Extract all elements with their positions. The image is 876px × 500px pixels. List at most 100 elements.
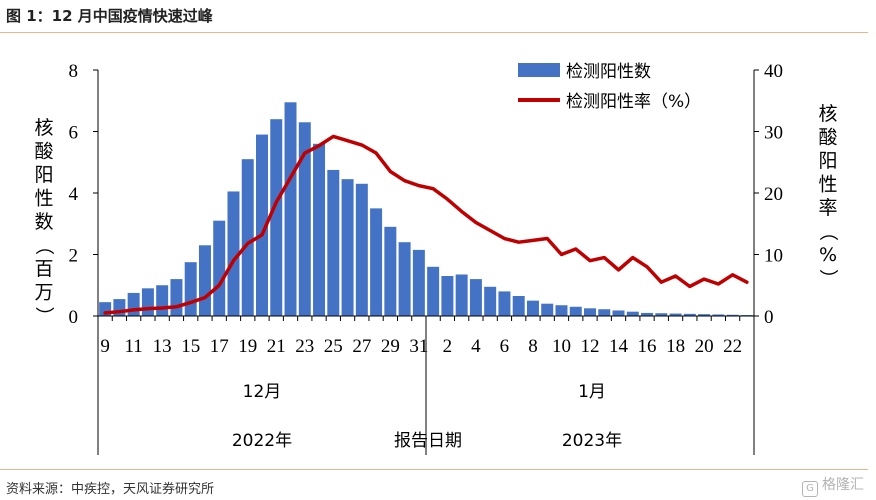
bar-23: [412, 249, 425, 316]
x-tick-label: 27: [352, 336, 371, 357]
x-tick-label: 4: [471, 336, 481, 357]
bar-20: [370, 208, 383, 317]
bar-31: [526, 300, 539, 317]
svg-text:阳: 阳: [34, 164, 53, 186]
bar-41: [669, 313, 682, 316]
x-tick-label: 20: [695, 336, 714, 357]
bar-28: [484, 286, 497, 316]
bar-9: [213, 220, 226, 316]
bar-39: [641, 312, 654, 316]
bar-38: [626, 311, 639, 316]
x-tick-label: 31: [409, 336, 428, 357]
figure-title: 图 1：12 月中国疫情快速过峰: [6, 7, 213, 25]
svg-text:（: （: [33, 236, 55, 255]
bar-32: [541, 303, 554, 316]
bar-33: [555, 305, 568, 316]
bar-42: [683, 313, 696, 316]
x-tick-label: 8: [528, 336, 538, 357]
bar-16: [313, 143, 326, 316]
right-y-tick-label: 40: [764, 61, 783, 82]
x-tick-label: 10: [552, 336, 571, 357]
bar-26: [455, 274, 468, 316]
svg-text:酸: 酸: [34, 141, 53, 163]
x-axis-label: 报告日期: [394, 431, 462, 451]
x-tick-label: 2: [443, 336, 453, 357]
x-tick-label: 23: [295, 336, 314, 357]
x-tick-label: 17: [210, 336, 229, 357]
x-tick-label: 21: [267, 336, 286, 357]
top-rule: [0, 32, 868, 33]
left-y-tick-label: 2: [69, 246, 79, 267]
year-label-2023: 2023年: [562, 431, 622, 451]
legend: 检测阳性数 检测阳性率（%）: [518, 62, 701, 112]
bar-29: [498, 291, 511, 316]
svg-text:（: （: [817, 222, 839, 241]
x-tick-label: 19: [238, 336, 257, 357]
legend-line-label: 检测阳性率（%）: [566, 92, 701, 112]
bottom-rule: [0, 469, 868, 470]
svg-text:阳: 阳: [818, 150, 837, 172]
bar-18: [341, 179, 354, 316]
bar-35: [584, 308, 596, 316]
watermark-text: 格隆汇: [822, 477, 864, 493]
left-y-tick-label: 0: [69, 307, 79, 328]
x-tick-label: 15: [181, 336, 200, 357]
right-y-tick-label: 20: [764, 184, 783, 205]
x-tick-label: 13: [153, 336, 172, 357]
bar-2: [113, 299, 126, 316]
bar-3: [127, 292, 140, 316]
bar-37: [612, 310, 625, 316]
bar-4: [141, 288, 154, 316]
svg-text:率: 率: [818, 197, 837, 219]
svg-text:核: 核: [34, 117, 53, 139]
year-label-2022: 2022年: [232, 431, 292, 451]
svg-text:）: ）: [33, 306, 55, 325]
bar-43: [698, 314, 711, 316]
svg-text:核: 核: [818, 103, 837, 125]
bar-13: [270, 119, 283, 316]
legend-bar-swatch: [518, 63, 560, 77]
left-y-tick-label: 4: [69, 184, 79, 205]
x-tick-label: 6: [500, 336, 510, 357]
bar-22: [398, 242, 411, 316]
bar-1: [99, 302, 112, 316]
watermark-logo-icon: G: [802, 481, 818, 497]
svg-text:性: 性: [34, 188, 53, 210]
bar-36: [598, 309, 611, 316]
right-y-tick-label: 0: [764, 307, 774, 328]
right-y-tick-label: 30: [764, 123, 783, 144]
bar-27: [469, 279, 482, 316]
bar-11: [241, 159, 254, 316]
left-y-tick-label: 8: [69, 61, 79, 82]
bar-12: [256, 134, 268, 316]
source-note: 资料来源：中疾控，天风证券研究所: [6, 482, 215, 497]
x-tick-label: 25: [324, 336, 343, 357]
svg-text:数: 数: [34, 211, 53, 233]
bar-21: [384, 226, 397, 316]
month-label-dec: 12月: [243, 382, 282, 402]
x-tick-label: 29: [381, 336, 400, 357]
x-tick-label: 22: [723, 336, 742, 357]
bar-34: [569, 306, 582, 316]
x-tick-label: 18: [666, 336, 685, 357]
svg-text:酸: 酸: [818, 127, 837, 149]
legend-bar-label: 检测阳性数: [566, 62, 651, 82]
x-tick-label: 14: [609, 336, 629, 357]
bar-30: [512, 296, 525, 316]
x-tick-label: 12: [581, 336, 600, 357]
bar-6: [170, 279, 183, 316]
month-label-jan: 1月: [578, 382, 606, 402]
svg-text:%: %: [819, 244, 837, 266]
positive-rate-line: [103, 134, 749, 315]
bar-19: [355, 183, 368, 316]
bar-7: [184, 262, 197, 316]
x-tick-label: 16: [638, 336, 657, 357]
svg-text:万: 万: [34, 282, 53, 304]
bar-25: [441, 276, 454, 316]
bar-24: [427, 266, 440, 316]
right-y-tick-label: 10: [764, 246, 783, 267]
x-tick-label: 11: [125, 336, 143, 357]
